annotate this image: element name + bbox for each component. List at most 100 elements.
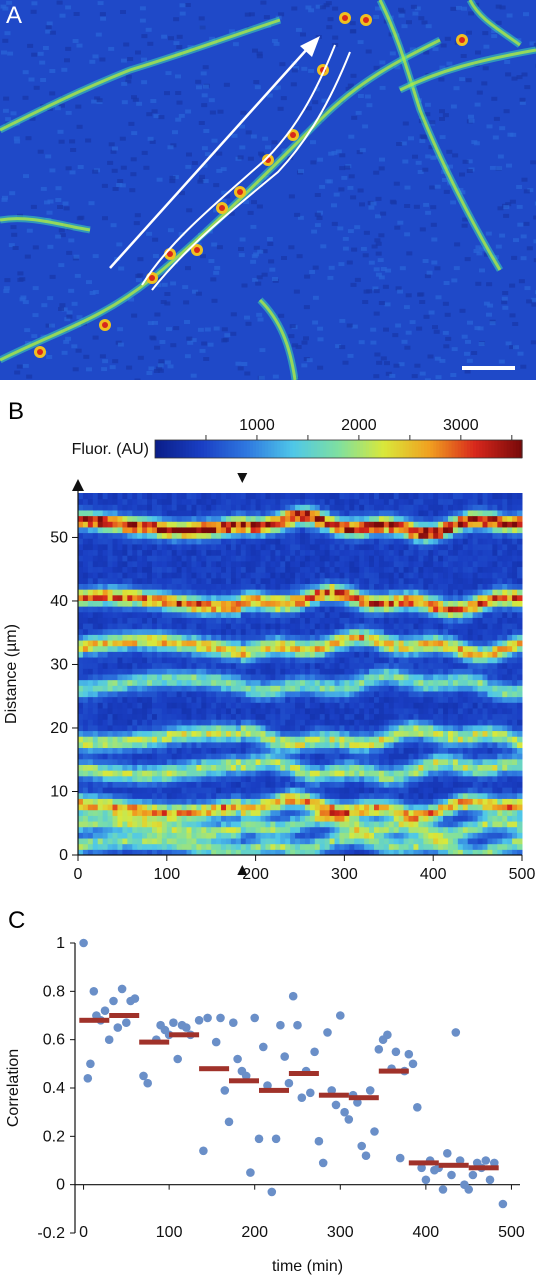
heatmap-cell [280,640,286,647]
heatmap-cell [369,623,375,630]
heatmap-cell [97,702,104,709]
heatmap-cell [250,719,257,726]
speckle [129,188,136,193]
heatmap-cell [359,730,365,737]
heatmap-cell [245,747,252,754]
heatmap-cell [142,493,148,500]
heatmap-cell [309,640,316,647]
heatmap-cell [349,515,355,522]
heatmap-cell [112,538,118,545]
heatmap-cell [270,617,276,624]
speckle [29,116,36,121]
heatmap-cell [196,674,202,681]
speckle [376,360,383,365]
heatmap-cell [334,657,340,664]
heatmap-cell [270,526,276,534]
heatmap-cell [319,713,326,720]
heatmap-cell [186,549,192,556]
heatmap-cell [309,634,316,641]
heatmap-cell [275,826,281,833]
speckle [137,257,144,262]
heatmap-cell [191,775,197,782]
speckle [478,342,485,346]
speckle [216,151,223,156]
heatmap-cell [201,707,207,715]
speckle [533,215,536,220]
heatmap-cell [265,849,271,856]
heatmap-cell [290,617,296,624]
heatmap-cell [156,758,163,765]
heatmap-cell [92,775,99,782]
colorbar-cell [454,440,459,458]
heatmap-cell [171,736,178,743]
speckle [47,296,54,301]
heatmap-cell [324,498,331,505]
heatmap-cell [152,724,158,732]
heatmap-cell [319,504,326,511]
heatmap-cell [117,555,123,562]
heatmap-cell [235,651,242,658]
speckle [503,213,510,218]
speckle [468,114,474,119]
heatmap-cell [295,640,301,647]
heatmap-cell [339,770,345,777]
heatmap-cell [339,849,345,856]
heatmap-cell [235,515,242,522]
heatmap-cell [235,674,242,681]
heatmap-cell [176,662,183,669]
heatmap-cell [186,741,192,749]
heatmap-cell [201,821,207,828]
speckle [373,311,380,316]
heatmap-cell [161,549,168,556]
heatmap-cell [211,634,217,641]
speckle [301,363,308,368]
heatmap-cell [206,679,212,686]
heatmap-cell [166,719,173,726]
heatmap-cell [349,696,355,703]
speckle [479,247,486,252]
heatmap-cell [364,679,370,686]
heatmap-cell [127,504,133,511]
speckle [459,190,466,195]
heatmap-cell [216,640,222,647]
speckle [311,229,318,234]
speckle [117,327,124,332]
heatmap-cell [176,770,183,777]
heatmap-cell [324,696,331,703]
heatmap-cell [250,668,257,675]
speckle [135,50,141,55]
heatmap-cell [275,566,281,573]
speckle [169,175,176,180]
heatmap-cell [290,843,296,850]
heatmap-cell [260,515,266,522]
heatmap-cell [300,690,306,698]
speckle [58,228,65,233]
heatmap-cell [78,736,84,743]
heatmap-cell [171,623,178,630]
heatmap-cell [235,826,242,833]
heatmap-cell [255,781,262,788]
heatmap-cell [290,560,296,568]
heatmap-cell [235,572,242,579]
heatmap-cell [226,753,232,760]
heatmap-cell [132,498,138,505]
heatmap-cell [240,623,247,630]
heatmap-cell [290,662,296,669]
heatmap-cell [285,566,291,573]
heatmap-cell [147,600,153,607]
heatmap-cell [300,843,306,850]
heatmap-cell [206,849,212,856]
heatmap-cell [226,560,232,568]
heatmap-cell [92,826,99,833]
heatmap-cell [290,809,296,816]
speckle [261,272,268,277]
heatmap-cell [285,690,291,698]
heatmap-cell [240,617,247,624]
heatmap-cell [270,566,276,573]
heatmap-cell [230,758,237,765]
heatmap-cell [280,657,286,664]
heatmap-cell [206,526,212,534]
heatmap-cell [374,668,380,675]
heatmap-cell [359,753,365,760]
heatmap-cell [107,747,114,754]
